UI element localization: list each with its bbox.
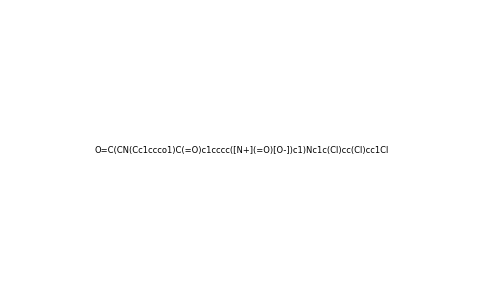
Text: O=C(CN(Cc1ccco1)C(=O)c1cccc([N+](=O)[O-])c1)Nc1c(Cl)cc(Cl)cc1Cl: O=C(CN(Cc1ccco1)C(=O)c1cccc([N+](=O)[O-]… xyxy=(95,146,389,154)
